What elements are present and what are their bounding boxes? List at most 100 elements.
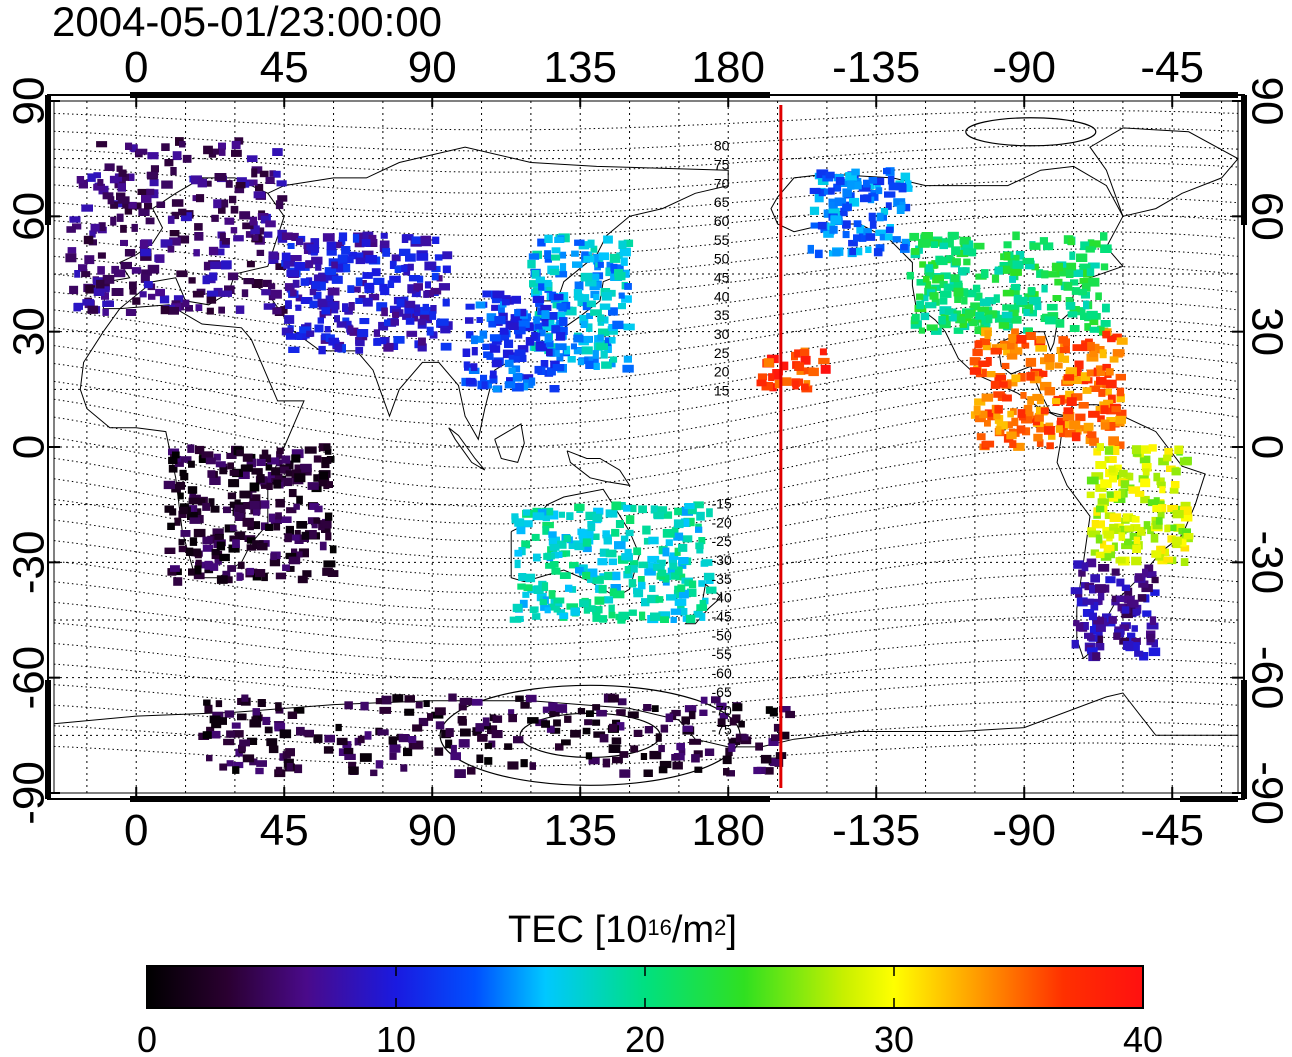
tec-cell bbox=[1096, 443, 1104, 451]
tec-cell bbox=[325, 532, 332, 541]
tec-cell bbox=[1069, 251, 1076, 260]
tec-cell bbox=[539, 599, 548, 606]
tec-cell bbox=[552, 302, 560, 309]
tec-cell bbox=[1091, 520, 1099, 528]
tec-cell bbox=[1090, 549, 1100, 556]
tec-cell bbox=[179, 141, 186, 148]
tec-cell bbox=[201, 451, 214, 459]
tec-cell bbox=[96, 141, 108, 148]
tec-cell bbox=[585, 752, 593, 760]
tec-cell bbox=[508, 714, 517, 723]
tec-cell bbox=[419, 306, 431, 315]
tec-cell bbox=[611, 501, 622, 511]
tec-cell bbox=[179, 507, 188, 515]
tec-cell bbox=[609, 253, 621, 263]
tec-cell bbox=[415, 701, 423, 709]
tec-cell bbox=[638, 505, 647, 514]
tec-cell bbox=[491, 338, 502, 345]
tec-cell bbox=[809, 187, 821, 194]
tec-cell bbox=[573, 347, 583, 355]
tec-cell bbox=[1174, 445, 1184, 455]
tec-cell bbox=[592, 704, 601, 711]
tec-cell bbox=[1116, 393, 1125, 403]
tec-cell bbox=[666, 594, 677, 601]
tec-cell bbox=[1011, 316, 1022, 324]
tec-cell bbox=[1095, 534, 1103, 544]
tec-cell bbox=[979, 298, 991, 307]
tec-cell bbox=[633, 547, 642, 556]
tec-cell bbox=[357, 735, 365, 744]
tec-cell bbox=[583, 255, 595, 263]
tec-cell bbox=[239, 211, 251, 220]
tec-cell bbox=[1105, 576, 1116, 584]
tec-cell bbox=[1039, 237, 1048, 245]
tec-cell bbox=[1012, 260, 1024, 269]
tec-cell bbox=[423, 290, 430, 298]
tec-cell bbox=[355, 346, 364, 354]
tec-cell bbox=[586, 312, 593, 319]
tec-cell bbox=[533, 316, 540, 324]
tec-cell bbox=[1077, 307, 1086, 316]
tec-cell bbox=[373, 329, 380, 337]
tec-cell bbox=[460, 728, 471, 737]
tec-cell bbox=[368, 293, 380, 301]
tec-cell bbox=[619, 247, 631, 257]
tec-cell bbox=[939, 297, 948, 305]
tec-cell bbox=[684, 579, 693, 587]
tec-cell bbox=[170, 565, 180, 572]
tec-cell bbox=[430, 305, 437, 314]
tec-cell bbox=[853, 234, 861, 242]
tec-cell bbox=[119, 173, 129, 181]
tec-cell bbox=[1131, 445, 1141, 455]
tec-cell bbox=[792, 380, 799, 390]
tec-cell bbox=[159, 295, 170, 304]
tec-cell bbox=[849, 247, 856, 256]
contour-label: -75 bbox=[712, 722, 732, 738]
tec-cell bbox=[1102, 613, 1112, 621]
tec-cell bbox=[313, 455, 322, 463]
mlat-contour bbox=[53, 636, 1239, 681]
tec-cell bbox=[548, 590, 556, 599]
tec-cell bbox=[1116, 387, 1125, 397]
tec-cell bbox=[1051, 262, 1063, 272]
tec-cell bbox=[880, 208, 889, 215]
tec-cell bbox=[1075, 622, 1084, 632]
tec-cell bbox=[541, 320, 549, 327]
tec-cell bbox=[1071, 432, 1081, 442]
tec-cell bbox=[978, 360, 990, 367]
tec-cell bbox=[209, 272, 218, 281]
tec-cell bbox=[178, 545, 187, 553]
tec-cell bbox=[543, 553, 552, 560]
tec-cell bbox=[288, 489, 297, 498]
tec-cell bbox=[512, 603, 523, 613]
tec-cell bbox=[1044, 426, 1055, 435]
tec-cell bbox=[665, 539, 673, 547]
tec-cell bbox=[868, 212, 876, 222]
tec-cell bbox=[1025, 357, 1037, 367]
tec-cell bbox=[1150, 589, 1160, 596]
tec-cell bbox=[319, 471, 329, 480]
tec-cell bbox=[1066, 367, 1077, 376]
tec-cell bbox=[228, 479, 240, 488]
tec-cell bbox=[1082, 598, 1094, 605]
tec-cell bbox=[625, 529, 634, 537]
tec-cell bbox=[623, 239, 634, 247]
tec-cell bbox=[209, 476, 221, 485]
tec-cell bbox=[547, 603, 556, 611]
tec-cell bbox=[505, 296, 514, 305]
tec-cell bbox=[1132, 608, 1141, 616]
tec-cell bbox=[999, 262, 1011, 269]
tec-cell bbox=[73, 302, 83, 310]
tec-cell bbox=[1125, 472, 1134, 481]
tec-cell bbox=[977, 306, 989, 314]
tec-cell bbox=[233, 235, 244, 242]
tec-cell bbox=[842, 203, 852, 212]
tec-cell bbox=[657, 569, 667, 577]
tec-cell bbox=[901, 238, 911, 247]
tec-cell bbox=[187, 444, 195, 453]
tec-cell bbox=[1122, 641, 1134, 650]
tec-cell bbox=[1044, 354, 1055, 363]
tec-cell bbox=[555, 332, 566, 341]
tec-cell bbox=[938, 315, 946, 325]
colorbar-tick-label: 10 bbox=[376, 1019, 416, 1057]
